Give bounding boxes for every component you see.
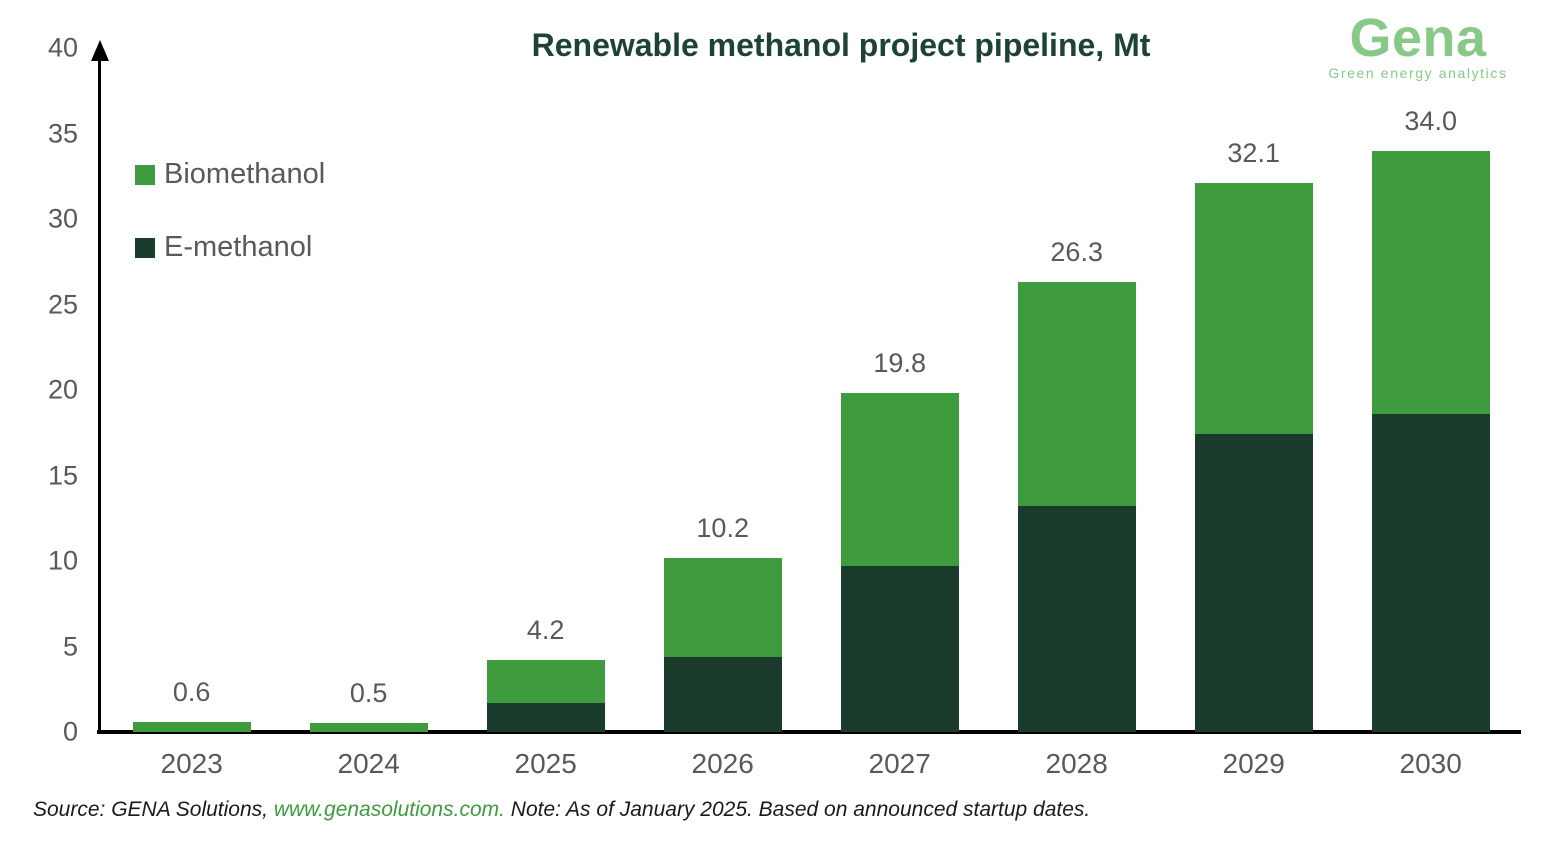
y-tick-label: 5: [62, 631, 78, 661]
y-tick-label: 10: [47, 545, 78, 576]
y-tick-label: 0: [62, 716, 78, 747]
y-tick-label: 15: [47, 460, 78, 490]
x-tick-label: 2023: [160, 748, 223, 779]
legend-item-biomethanol: Biomethanol: [135, 158, 325, 191]
y-tick-label: 20: [47, 374, 78, 405]
y-axis-line: [98, 58, 101, 732]
legend-label-emethanol: E-methanol: [164, 231, 313, 263]
bar-total-label: 34.0: [1404, 105, 1457, 136]
x-tick-label: 2030: [1399, 748, 1462, 779]
bar-total-label: 0.5: [349, 678, 388, 709]
bar-segment-biomethanol: [840, 393, 959, 567]
x-tick-label: 2024: [337, 748, 400, 779]
x-tick-label: 2026: [691, 748, 754, 779]
bar-total-label: 32.1: [1227, 138, 1280, 169]
x-tick-label: 2027: [868, 748, 931, 779]
emethanol-swatch-icon: [135, 237, 155, 258]
source-suffix: Note: As of January 2025. Based on annou…: [504, 798, 1091, 821]
x-axis-line: [97, 730, 1521, 734]
x-tick-label: 2029: [1222, 748, 1285, 779]
bar-segment-biomethanol: [1017, 282, 1136, 507]
bar-segment-e-methanol: [663, 656, 782, 732]
legend-item-emethanol: E-methanol: [135, 231, 312, 264]
bar-segment-e-methanol: [486, 702, 605, 732]
bar-segment-e-methanol: [1371, 413, 1490, 732]
bar-segment-biomethanol: [486, 660, 605, 703]
y-tick-label: 25: [47, 289, 78, 319]
y-tick-label: 40: [47, 32, 78, 63]
company-logo: Gena Green energy analytics: [1322, 8, 1514, 81]
bar-total-label: 4.2: [526, 615, 565, 646]
bar-total-label: 19.8: [873, 348, 926, 379]
y-tick-label: 30: [47, 203, 78, 234]
bar-total-label: 26.3: [1050, 237, 1103, 268]
x-tick-label: 2025: [514, 748, 577, 779]
bar-total-label: 0.6: [172, 676, 211, 707]
bar-segment-biomethanol: [309, 723, 428, 732]
bar-segment-biomethanol: [1371, 150, 1490, 414]
chart-title: Renewable methanol project pipeline, Mt: [531, 27, 1151, 63]
y-tick-label: 35: [47, 118, 78, 148]
bar-segment-biomethanol: [132, 721, 251, 732]
y-axis-arrow-icon: [91, 40, 109, 61]
bar-segment-e-methanol: [1194, 434, 1313, 732]
biomethanol-swatch-icon: [135, 164, 155, 185]
legend-label-biomethanol: Biomethanol: [164, 158, 326, 190]
bar-segment-e-methanol: [840, 566, 959, 732]
x-tick-label: 2028: [1045, 748, 1108, 779]
source-link[interactable]: www.genasolutions.com.: [273, 798, 505, 821]
source-prefix: Source: GENA Solutions,: [33, 798, 274, 821]
bar-total-label: 10.2: [696, 512, 749, 543]
bar-segment-e-methanol: [1017, 506, 1136, 732]
logo-wordmark: Gena: [1349, 8, 1487, 68]
bar-segment-biomethanol: [1194, 183, 1313, 435]
source-note: Source: GENA Solutions, www.genasolution…: [33, 798, 1090, 822]
logo-tagline: Green energy analytics: [1328, 65, 1508, 81]
bar-segment-biomethanol: [663, 557, 782, 657]
